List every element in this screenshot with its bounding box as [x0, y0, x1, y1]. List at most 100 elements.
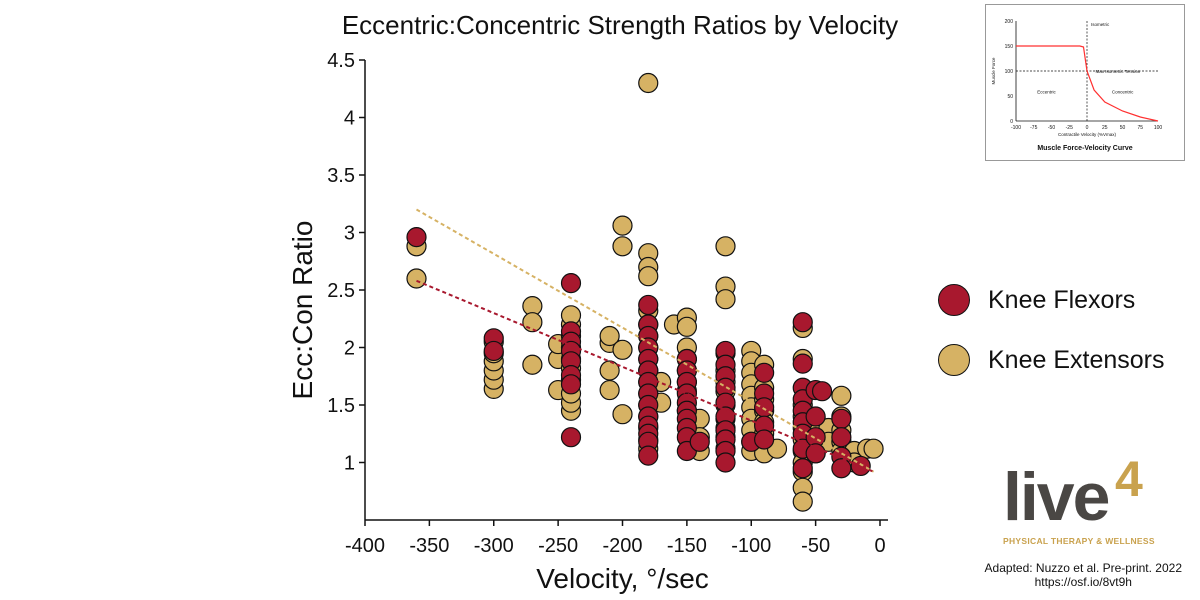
data-point-knee-flexors — [689, 431, 710, 452]
inset-y-tick-label: 150 — [1005, 44, 1014, 50]
x-tick-label: -400 — [345, 535, 385, 557]
y-tick-label: 4.5 — [327, 50, 355, 72]
inset-force-velocity: -100 -75 -50 -25 0 25 50 75 100 0 50 100 150 200 Isome… — [985, 4, 1185, 161]
inset-x-tick-label: 50 — [1120, 125, 1126, 131]
inset-x-tick-label: -100 — [1011, 125, 1021, 131]
data-point-knee-flexors — [638, 294, 659, 316]
legend-item-flexors: Knee Flexors — [938, 270, 1165, 330]
inset-y-tick-label: 100 — [1005, 69, 1014, 75]
x-tick-label: -50 — [801, 535, 830, 557]
inset-x-tick-label: -50 — [1048, 125, 1055, 131]
x-tick-label: -100 — [731, 535, 771, 557]
trendline-knee-extensors — [416, 208, 875, 473]
brand-logo: live 4 PHYSICAL THERAPY & WELLNESS — [1003, 451, 1163, 552]
data-point-knee-flexors — [754, 362, 775, 383]
chart-title: Eccentric:Concentric Strength Ratios by … — [341, 10, 899, 40]
x-tick-label: -350 — [409, 535, 449, 557]
source-citation: Adapted: Nuzzo et al. Pre-print. 2022 ht… — [985, 561, 1182, 589]
x-axis-label: Velocity, °/sec — [536, 563, 709, 594]
inset-eccentric-label: Eccentric — [1037, 90, 1056, 95]
y-tick-label: 3 — [344, 223, 355, 245]
data-point-knee-flexors — [792, 312, 813, 333]
source-line-1: Adapted: Nuzzo et al. Pre-print. 2022 — [984, 561, 1182, 575]
data-point-knee-extensors — [792, 491, 813, 512]
data-point-knee-flexors — [754, 397, 775, 418]
legend-swatch-flexors — [938, 284, 970, 316]
y-axis-label: Ecc:Con Ratio — [287, 221, 318, 400]
data-point-knee-extensors — [863, 438, 884, 459]
data-point-knee-extensors — [599, 325, 620, 347]
y-tick-label: 2 — [344, 338, 355, 360]
data-point-knee-flexors — [831, 427, 852, 448]
logo-number: 4 — [1115, 451, 1143, 507]
data-point-knee-extensors — [612, 404, 633, 425]
inset-concentric-label: Concentric — [1112, 90, 1134, 95]
inset-y-tick-label: 0 — [1010, 119, 1013, 125]
inset-force-velocity-curve — [1016, 45, 1159, 122]
data-point-knee-extensors — [522, 312, 543, 333]
inset-x-tick-label: 100 — [1154, 125, 1163, 131]
source-line-2: https://osf.io/8vt9h — [1034, 575, 1132, 589]
y-tick-label: 3.5 — [327, 165, 355, 187]
legend-label-flexors: Knee Flexors — [988, 285, 1136, 314]
inset-y-tick-label: 200 — [1005, 19, 1014, 25]
inset-title: Muscle Force-Velocity Curve — [1037, 145, 1133, 152]
data-point-knee-flexors — [754, 429, 775, 450]
inset-x-tick-label: 0 — [1086, 125, 1089, 131]
x-tick-label: -300 — [474, 535, 514, 557]
data-point-knee-extensors — [406, 268, 427, 289]
logo-word: live — [1003, 459, 1110, 535]
data-point-knee-extensors — [638, 266, 659, 287]
y-tick-label: 1 — [344, 453, 355, 475]
y-tick-label: 2.5 — [327, 280, 355, 302]
inset-x-tick-label: -25 — [1066, 125, 1073, 131]
x-tick-label: -150 — [667, 535, 707, 557]
inset-x-tick-label: 25 — [1102, 125, 1108, 131]
data-point-knee-extensors — [638, 72, 659, 94]
data-point-knee-extensors — [831, 385, 852, 406]
data-point-knee-extensors — [522, 354, 543, 375]
legend-item-extensors: Knee Extensors — [938, 330, 1165, 390]
data-point-knee-extensors — [612, 215, 633, 236]
data-point-knee-extensors — [599, 379, 620, 401]
data-point-knee-flexors — [715, 452, 736, 473]
y-tick-label: 4 — [344, 108, 355, 130]
x-tick-label: 0 — [874, 535, 885, 557]
x-tick-label: -200 — [602, 535, 642, 557]
inset-isometric-label: Isometric — [1091, 22, 1110, 27]
data-point-knee-extensors — [676, 316, 697, 337]
data-point-knee-extensors — [715, 289, 736, 310]
data-point-knee-flexors — [805, 443, 826, 464]
legend: Knee Flexors Knee Extensors — [938, 270, 1165, 390]
data-point-knee-extensors — [715, 236, 736, 257]
x-tick-label: -250 — [538, 535, 578, 557]
data-point-knee-flexors — [560, 427, 582, 448]
y-tick-label: 1.5 — [327, 395, 355, 417]
inset-x-axis-label: Contractile Velocity (%Vmax) — [1058, 132, 1117, 137]
legend-swatch-extensors — [938, 344, 970, 376]
data-point-knee-flexors — [792, 458, 813, 479]
legend-label-extensors: Knee Extensors — [988, 345, 1165, 374]
data-point-knee-flexors — [792, 353, 813, 374]
inset-x-tick-label: 75 — [1137, 125, 1143, 131]
data-point-knee-flexors — [560, 273, 582, 294]
data-point-knee-flexors — [811, 381, 833, 402]
data-point-knee-flexors — [831, 458, 852, 479]
data-point-knee-flexors — [805, 406, 826, 427]
inset-x-tick-label: -75 — [1030, 125, 1037, 131]
data-point-knee-flexors — [406, 227, 427, 248]
data-point-knee-extensors — [612, 339, 633, 360]
data-point-knee-flexors — [831, 408, 852, 429]
inset-y-tick-label: 50 — [1007, 94, 1013, 100]
inset-max-tension-label: Max Isometric Tension — [1096, 69, 1141, 74]
data-point-knee-flexors — [850, 455, 871, 477]
data-point-knee-flexors — [483, 340, 504, 362]
trendline-knee-flexors — [416, 279, 874, 473]
inset-y-axis-label: Muscle Force — [991, 57, 996, 85]
logo-tagline: PHYSICAL THERAPY & WELLNESS — [1003, 536, 1155, 546]
data-point-knee-flexors — [638, 445, 659, 466]
data-point-knee-extensors — [599, 360, 620, 381]
inset-chart: -100 -75 -50 -25 0 25 50 75 100 0 50 100 150 200 Isome… — [991, 19, 1163, 137]
data-point-knee-extensors — [612, 236, 633, 257]
